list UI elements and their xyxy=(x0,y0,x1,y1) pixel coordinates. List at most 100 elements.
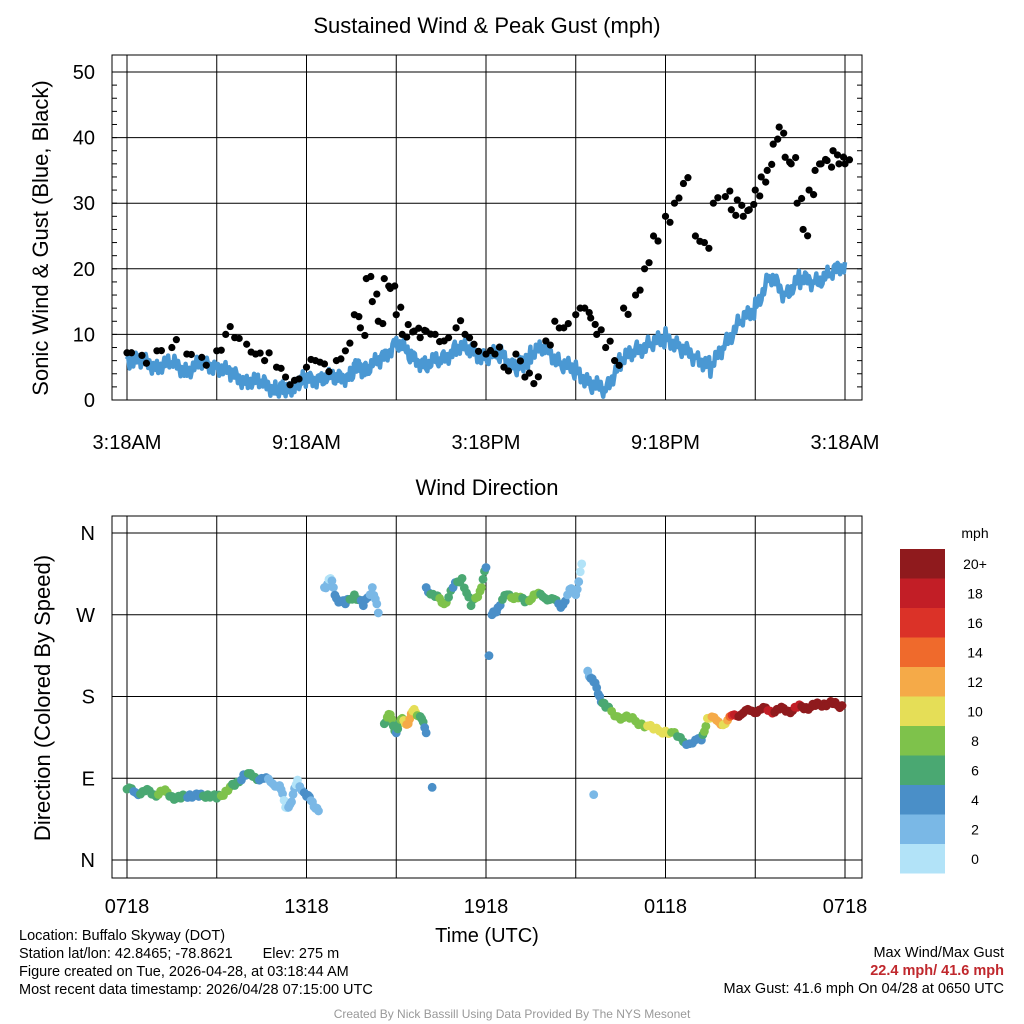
wind-gust-axes: 0 10 20 30 40 50 3:18AM 9:18AM 3:18PM 9:18PM 3:18A… xyxy=(73,62,880,454)
gust-point xyxy=(373,290,381,298)
gust-point xyxy=(320,360,329,368)
gust-point xyxy=(356,324,364,332)
gust-point xyxy=(624,310,632,318)
wind-direction-chart: Wind Direction Direction (Colored By Spe… xyxy=(30,475,867,947)
direction-point xyxy=(572,585,582,594)
gust-point xyxy=(355,313,363,321)
top-xtick-label: 3:18AM xyxy=(93,432,162,454)
colorbar-box xyxy=(900,578,945,608)
colorbar-label: 12 xyxy=(967,674,983,690)
gust-point xyxy=(763,166,771,174)
colorbar-box xyxy=(900,785,945,815)
gust-point xyxy=(261,357,269,365)
gust-point xyxy=(793,199,801,207)
colorbar-box xyxy=(900,844,945,874)
speed-colorbar: mph 20+ 18 16 14 12 10 8 6 4 2 0 xyxy=(900,525,989,874)
gust-point xyxy=(757,173,765,181)
gust-point xyxy=(738,201,746,209)
gust-point xyxy=(217,346,225,354)
gust-point xyxy=(198,353,206,361)
gust-point xyxy=(416,334,424,342)
colorbar-box xyxy=(900,637,945,667)
gust-point xyxy=(445,334,453,342)
gust-point xyxy=(581,304,589,312)
colorbar-title: mph xyxy=(961,525,988,541)
wind-direction-xlabel: Time (UTC) xyxy=(435,925,539,947)
gust-point xyxy=(546,341,554,349)
colorbar-label: 16 xyxy=(967,615,983,631)
gust-point xyxy=(732,211,740,219)
gust-point xyxy=(809,191,818,199)
gust-point xyxy=(606,337,614,345)
top-ytick-label: 50 xyxy=(73,62,95,84)
gust-point xyxy=(817,160,825,168)
top-ytick-label: 20 xyxy=(73,259,95,281)
gust-point xyxy=(295,375,303,383)
gust-point xyxy=(751,186,759,194)
gust-point xyxy=(202,361,210,369)
gust-point xyxy=(465,334,474,342)
gust-point xyxy=(835,160,843,168)
top-ytick-label: 30 xyxy=(73,193,95,215)
gust-point xyxy=(709,199,717,207)
gust-point xyxy=(645,259,653,267)
gust-point xyxy=(684,174,692,182)
gust-point xyxy=(525,369,533,377)
bottom-ytick-label: N xyxy=(81,523,95,545)
gust-point xyxy=(281,373,290,381)
gust-point xyxy=(726,187,734,195)
gust-point xyxy=(756,192,764,200)
gust-point xyxy=(845,156,854,164)
gust-point xyxy=(337,355,345,363)
bottom-ytick-label: N xyxy=(81,850,95,872)
latlon-text: Station lat/lon: 42.8465; -78.8621 xyxy=(19,946,233,962)
wind-gust-ylabel: Sonic Wind & Gust (Blue, Black) xyxy=(28,80,53,395)
latlon-row: Station lat/lon: 42.8465; -78.8621 Elev: … xyxy=(19,945,373,963)
colorbar-label: 8 xyxy=(971,733,979,749)
direction-point xyxy=(373,608,383,618)
gust-point xyxy=(187,350,195,359)
gust-point xyxy=(654,237,662,245)
gust-point xyxy=(611,357,619,365)
gust-point xyxy=(235,334,243,343)
wind-gust-title: Sustained Wind & Peak Gust (mph) xyxy=(313,13,660,38)
gust-point xyxy=(286,381,294,389)
gust-point xyxy=(829,147,837,155)
gust-point xyxy=(222,330,230,338)
gust-point xyxy=(781,153,789,161)
top-xtick-label: 9:18AM xyxy=(272,432,341,454)
gust-point xyxy=(640,265,649,273)
direction-point xyxy=(287,797,296,807)
bottom-ytick-label: S xyxy=(82,687,95,709)
direction-point xyxy=(329,583,338,592)
wind-gust-chart: Sustained Wind & Peak Gust (mph) Sonic W… xyxy=(28,13,879,454)
gust-point xyxy=(504,367,513,375)
gust-point xyxy=(265,349,273,357)
bottom-xtick-label: 0718 xyxy=(823,896,868,918)
gust-point xyxy=(404,320,412,329)
direction-point xyxy=(701,721,711,731)
gust-point xyxy=(142,359,151,367)
gust-point xyxy=(839,153,848,161)
direction-point xyxy=(577,559,587,569)
station-info: Location: Buffalo Skyway (DOT) Station l… xyxy=(19,927,373,999)
gust-point xyxy=(495,343,504,351)
colorbar-box xyxy=(900,667,945,697)
elevation-text: Elev: 275 m xyxy=(262,946,340,962)
gust-point xyxy=(602,343,610,352)
gust-point xyxy=(379,319,387,328)
gust-point xyxy=(649,232,658,240)
colorbar-label: 2 xyxy=(971,821,979,837)
gust-point xyxy=(474,347,483,355)
gust-point xyxy=(636,286,644,294)
gust-point xyxy=(491,350,499,358)
gust-point xyxy=(368,298,376,306)
bottom-xtick-label: 1318 xyxy=(284,896,329,918)
wind-direction-axes: N E S W N 0718 1318 1918 0118 0718 xyxy=(76,523,867,918)
colorbar-box xyxy=(900,549,945,579)
max-heading: Max Wind/Max Gust xyxy=(873,945,1004,961)
gust-point xyxy=(172,336,180,344)
gust-point xyxy=(415,324,423,332)
gust-point xyxy=(587,314,595,322)
gust-point xyxy=(516,357,525,365)
